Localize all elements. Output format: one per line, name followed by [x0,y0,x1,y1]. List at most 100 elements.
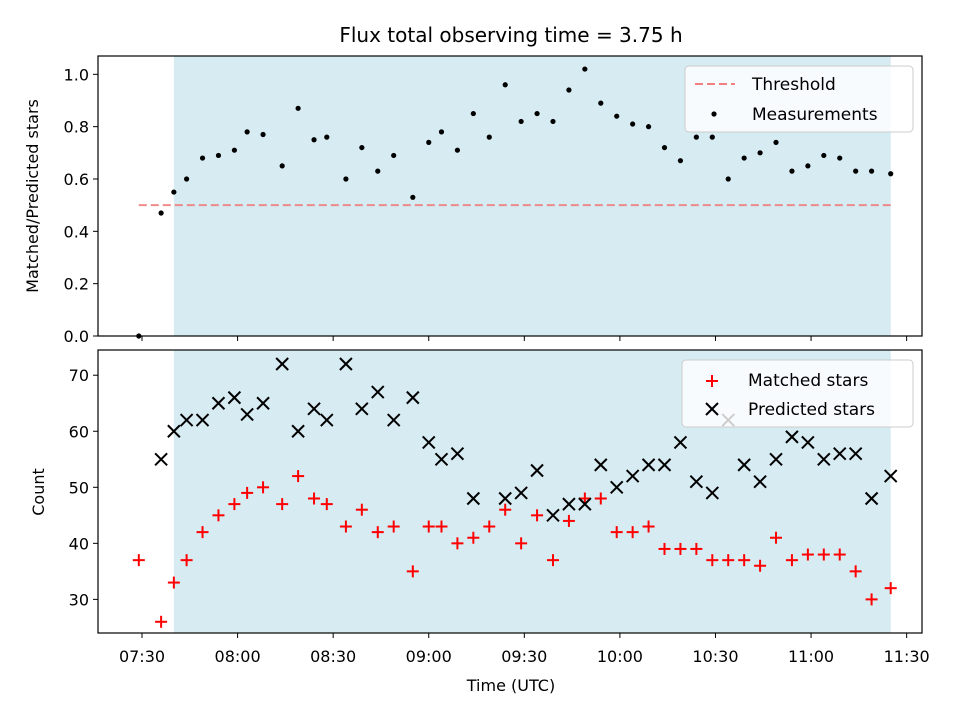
measurement-points [136,66,894,339]
matched-star-point [884,582,897,595]
matched-star-point [212,509,225,522]
measurement-point [868,168,875,174]
measurement-point [454,147,461,153]
measurement-point [888,171,894,177]
matched-star-point [610,526,623,539]
predicted-star-point [641,458,656,472]
matched-star-point [355,503,368,516]
xtick-label: 09:00 [406,647,452,666]
predicted-star-point [769,452,783,466]
predicted-star-point [546,508,560,523]
measurement-point [158,210,164,216]
predicted-star-point [434,452,449,466]
matched-star-point [467,531,480,544]
measurement-point [645,124,652,130]
measurement-point [837,155,843,161]
top-y-ticks: 0.0 0.2 0.4 0.6 0.8 1.0 [64,65,98,346]
measurement-point [773,139,779,145]
measurement-point [260,131,266,138]
predicted-star-point [498,491,512,506]
matched-star-point [257,481,270,494]
bottom-legend: Matched stars Predicted stars [681,359,914,428]
measurement-point [391,152,397,159]
predicted-star-point [211,396,226,410]
measurement-point [677,158,684,164]
measurement-point [725,176,731,182]
matched-star-point [706,554,719,567]
bottom-ytick-label: 40 [69,534,89,553]
predicted-star-point [466,491,481,506]
measurement-point [741,155,747,161]
matched-star-point [292,470,305,483]
measurement-point [534,110,540,117]
matched-star-point [308,492,321,505]
measurement-point [279,163,285,169]
top-ytick-label: 0.0 [64,327,89,346]
measurement-point [295,105,301,111]
measurement-point [598,100,604,106]
matched-star-point [785,554,798,567]
predicted-star-point [320,413,334,427]
bottom-ytick-label: 70 [69,366,89,385]
matched-star-point [801,548,814,561]
measurement-point [518,118,524,125]
top-legend: Threshold Measurements [684,65,914,133]
measurement-point [853,168,859,174]
top-axes-frame [97,55,923,337]
bottom-panel: 30 40 50 60 70 07:30 08:00 08:30 09:00 09:30 10:0… [29,349,930,695]
legend-predicted-swatch [705,402,719,416]
measurement-point [566,87,572,93]
matched-star-point [387,520,400,533]
measurement-point [426,139,432,145]
predicted-star-point [307,402,321,416]
top-legend-box [684,65,914,133]
matched-star-point [562,514,575,527]
matched-star-point [722,554,735,567]
xtick-label: 10:30 [692,647,738,666]
matched-star-point [626,526,639,539]
matched-star-point [132,554,145,567]
measurement-point [215,152,222,159]
xtick-label: 08:30 [310,647,356,666]
measurement-point [244,129,250,135]
matched-star-point [180,554,193,567]
top-ytick-label: 0.8 [64,118,89,137]
predicted-star-point [179,413,194,427]
matched-star-point [422,520,435,533]
predicted-star-point [291,424,305,438]
measurement-point [486,134,492,140]
predicted-star-point [864,491,879,506]
measurement-point [470,110,476,117]
predicted-star-point [195,413,210,427]
bottom-axes-frame [97,349,923,634]
bottom-ytick-label: 30 [69,590,89,609]
predicted-star-point [801,435,815,450]
measurement-point [324,134,330,140]
matched-star-point [594,492,607,505]
predicted-star-point [256,396,270,410]
predicted-star-point [240,407,254,422]
matched-star-point [155,615,168,628]
matched-star-point [451,537,464,550]
predicted-star-point [355,402,369,416]
xtick-label: 07:30 [119,647,165,666]
measurement-point [630,121,636,127]
predicted-star-point [737,458,751,472]
bottom-ytick-label: 60 [69,422,89,441]
predicted-star-point [154,452,168,466]
measurement-point [375,168,381,174]
matched-star-point [642,520,655,533]
legend-matched-label: Matched stars [748,371,868,391]
matched-star-point [531,509,544,522]
predicted-star-point [530,463,544,478]
predicted-star-point [167,424,181,438]
matched-star-point [483,520,496,533]
bottom-legend-box [681,359,914,428]
matched-star-point [865,593,878,606]
measurement-point [757,150,763,156]
measurement-point [199,155,206,161]
top-chart-title: Flux total observing time = 3.75 h [339,23,682,47]
xtick-label: 10:00 [597,647,643,666]
predicted-star-point [386,413,401,427]
matched-star-point [690,542,703,555]
